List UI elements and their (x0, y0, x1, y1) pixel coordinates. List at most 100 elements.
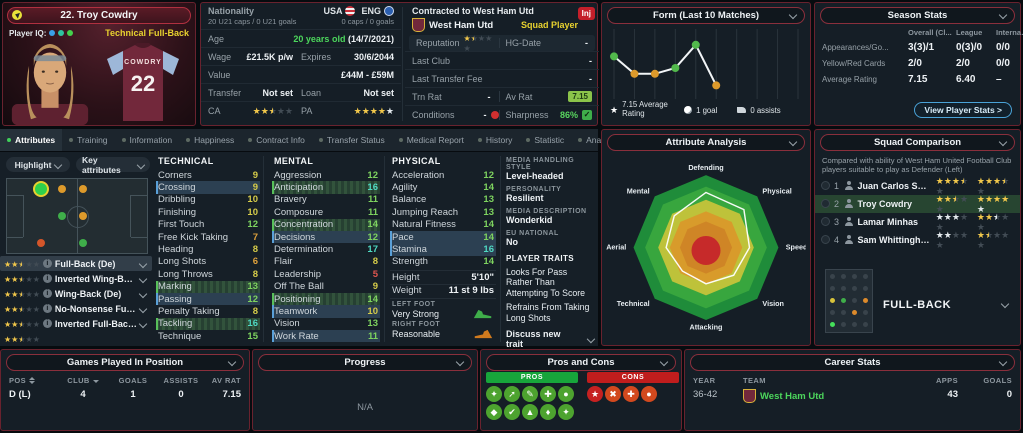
attribute-row-flair[interactable]: Flair 8 (272, 256, 380, 268)
attribute-row-crossing[interactable]: Crossing 9 (156, 181, 260, 194)
info-icon[interactable]: i (42, 304, 52, 313)
con-icon[interactable]: ★ (587, 386, 603, 402)
attribute-row-heading[interactable]: Heading 8 (156, 243, 260, 255)
attribute-row-corners[interactable]: Corners 9 (156, 169, 260, 181)
discuss-new-trait-button[interactable]: Discuss new trait (506, 329, 596, 349)
attribute-row-finishing[interactable]: Finishing 10 (156, 206, 260, 218)
pro-icon[interactable]: ▲ (522, 404, 538, 420)
attribute-row-aggression[interactable]: Aggression 12 (272, 169, 380, 181)
pro-icon[interactable]: ✦ (558, 404, 574, 420)
attribute-row-work-rate[interactable]: Work Rate 11 (272, 330, 380, 343)
attribute-row-determination[interactable]: Determination 17 (272, 243, 380, 255)
pro-icon[interactable]: ◆ (486, 404, 502, 420)
attribute-row-vision[interactable]: Vision 13 (272, 318, 380, 330)
form-match-point[interactable] (650, 69, 659, 78)
attribute-row-long-throws[interactable]: Long Throws 8 (156, 268, 260, 280)
games-col-avrat[interactable]: AV RAT (211, 376, 241, 385)
attribute-row-leadership[interactable]: Leadership 5 (272, 268, 380, 280)
chevron-down-icon[interactable] (138, 274, 148, 283)
attribute-row-first-touch[interactable]: First Touch 12 (156, 219, 260, 231)
attribute-row-concentration[interactable]: Concentration 14 (272, 218, 380, 231)
season-stats-header[interactable]: Season Stats (820, 7, 1015, 24)
attribute-row-free-kick-taking[interactable]: Free Kick Taking 7 (156, 231, 260, 243)
attribute-row-off-the-ball[interactable]: Off The Ball 9 (272, 281, 380, 293)
position-row[interactable]: ★★★★★★ (0, 331, 152, 346)
pro-icon[interactable]: ✔ (504, 404, 520, 420)
pro-icon[interactable]: ● (558, 386, 574, 402)
games-col-club[interactable]: CLUB (57, 376, 109, 385)
attribute-row-marking[interactable]: Marking 13 (156, 280, 260, 293)
form-match-point[interactable] (712, 81, 721, 90)
form-match-point[interactable] (691, 40, 700, 49)
attribute-row-strength[interactable]: Strength 14 (390, 256, 496, 268)
highlight-dropdown[interactable]: Highlight (6, 157, 70, 172)
attribute-row-positioning[interactable]: Positioning 14 (272, 292, 380, 306)
view-player-stats-button[interactable]: View Player Stats > (914, 102, 1012, 118)
comparison-player-name[interactable]: Lamar Minhas (857, 216, 918, 227)
form-match-point[interactable] (610, 52, 618, 61)
attribute-row-natural-fitness[interactable]: Natural Fitness 14 (390, 219, 496, 231)
radio-icon[interactable] (821, 217, 830, 227)
games-played-header[interactable]: Games Played In Position (6, 354, 244, 371)
position-dot[interactable] (57, 185, 66, 194)
career-col-team[interactable]: TEAM (743, 376, 766, 385)
player-flick-icon[interactable] (12, 10, 22, 20)
form-panel-header[interactable]: Form (Last 10 Matches) (607, 7, 805, 24)
pro-icon[interactable]: ♦ (540, 404, 556, 420)
position-dot[interactable] (78, 212, 87, 220)
attribute-row-jumping-reach[interactable]: Jumping Reach 13 (390, 206, 496, 218)
attribute-row-long-shots[interactable]: Long Shots 6 (156, 256, 260, 268)
comparison-player-name[interactable]: Sam Whittingham (857, 234, 932, 245)
games-col-pos[interactable]: POS (9, 376, 57, 385)
games-col-goals[interactable]: GOALS (118, 376, 148, 385)
attribute-row-teamwork[interactable]: Teamwork 10 (272, 305, 380, 318)
injury-badge[interactable]: Inj (577, 7, 595, 20)
radio-icon[interactable] (821, 199, 830, 209)
position-dot[interactable] (78, 238, 87, 247)
form-match-point[interactable] (671, 64, 680, 72)
attribute-row-decisions[interactable]: Decisions 12 (272, 230, 380, 244)
tab-training[interactable]: Training (62, 129, 114, 151)
radio-icon[interactable] (821, 235, 830, 245)
comparison-player-name[interactable]: Troy Cowdry (857, 198, 912, 209)
position-dot[interactable] (78, 185, 87, 194)
attribute-analysis-header[interactable]: Attribute Analysis (607, 134, 805, 151)
career-team-value[interactable]: West Ham Utd (760, 390, 825, 402)
chevron-down-icon[interactable] (138, 304, 148, 313)
pro-icon[interactable]: ✚ (540, 386, 556, 402)
chevron-down-icon[interactable] (138, 259, 148, 268)
key-attributes-dropdown[interactable]: Key attributes (76, 155, 150, 175)
position-dot[interactable] (57, 212, 66, 220)
chevron-down-icon[interactable] (1000, 299, 1010, 309)
career-col-apps[interactable]: APPS (935, 376, 958, 385)
attribute-row-composure[interactable]: Composure 11 (272, 206, 380, 218)
pro-icon[interactable]: ✎ (522, 386, 538, 402)
tab-history[interactable]: History (471, 129, 519, 151)
games-col-assists[interactable]: ASSISTS (163, 376, 199, 385)
career-col-goals[interactable]: GOALS (983, 376, 1012, 385)
info-icon[interactable]: i (42, 274, 52, 283)
form-match-point[interactable] (630, 69, 639, 78)
squad-comparison-header[interactable]: Squad Comparison (820, 134, 1015, 151)
con-icon[interactable]: ✚ (623, 386, 639, 402)
attribute-row-stamina[interactable]: Stamina 16 (390, 243, 496, 256)
pro-icon[interactable]: ✦ (486, 386, 502, 402)
club-name[interactable]: West Ham Utd (429, 19, 494, 31)
tab-happiness[interactable]: Happiness (179, 129, 241, 151)
tab-medical-report[interactable]: Medical Report (392, 129, 471, 151)
attribute-row-passing[interactable]: Passing 12 (156, 292, 260, 306)
info-icon[interactable]: i (42, 289, 52, 298)
attribute-row-bravery[interactable]: Bravery 11 (272, 194, 380, 206)
progress-header[interactable]: Progress (258, 354, 472, 371)
career-table-row[interactable]: 36-42 West Ham Utd 43 0 (685, 387, 1020, 405)
chevron-down-icon[interactable] (138, 289, 148, 298)
chevron-down-icon[interactable] (138, 319, 148, 328)
career-stats-header[interactable]: Career Stats (690, 354, 1015, 371)
position-row-no-nonsense-full-[interactable]: ★★★★★★iNo-Nonsense Full-... (0, 301, 152, 316)
attribute-row-tackling[interactable]: Tackling 16 (156, 317, 260, 331)
